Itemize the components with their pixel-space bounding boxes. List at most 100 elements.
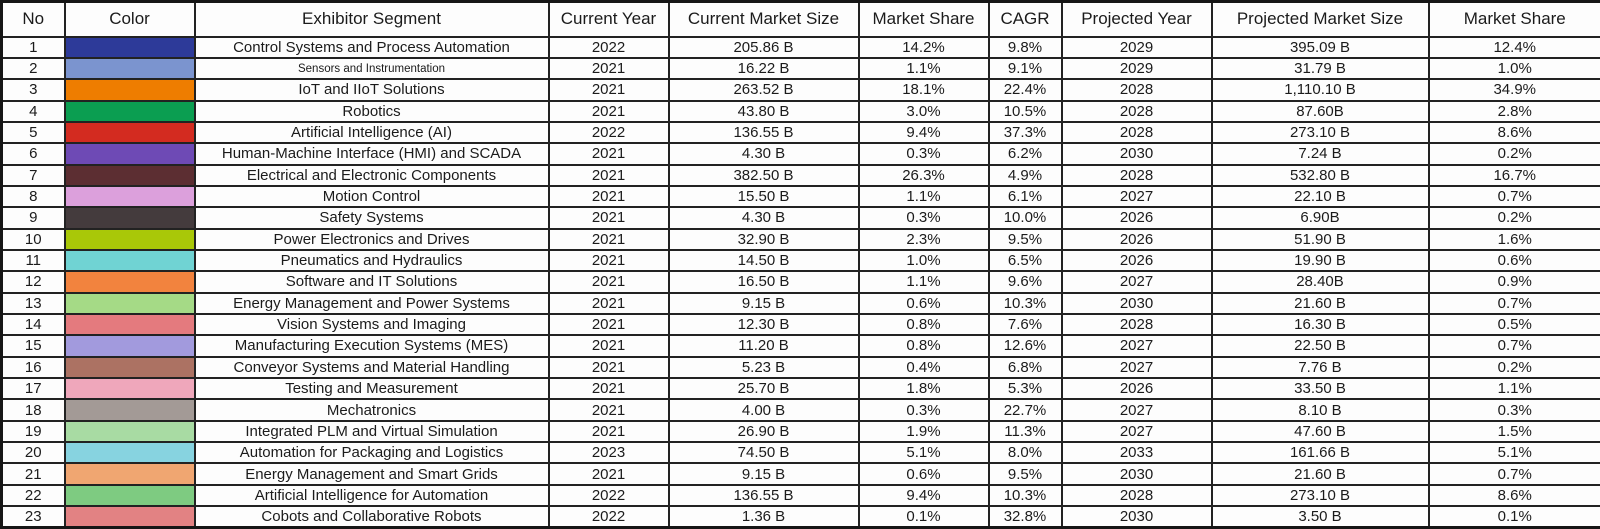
cell-market-share: 2.3% bbox=[857, 227, 990, 251]
cell-cagr: 8.0% bbox=[987, 441, 1063, 465]
column-header-exhibitor-segment: Exhibitor Segment bbox=[193, 0, 550, 38]
cell-exhibitor-segment: Control Systems and Process Automation bbox=[193, 35, 550, 59]
cell-projected-year: 2026 bbox=[1060, 227, 1213, 251]
cell-no: 21 bbox=[0, 462, 66, 486]
cell-no: 4 bbox=[0, 99, 66, 123]
cell-cagr: 7.6% bbox=[987, 312, 1063, 337]
cell-projected-market-size: 161.66 B bbox=[1210, 441, 1430, 465]
cell-no: 19 bbox=[0, 419, 66, 444]
cell-current-year: 2021 bbox=[547, 291, 670, 315]
cell-current-market-size: 136.55 B bbox=[667, 120, 860, 145]
cell-projected-market-size: 273.10 B bbox=[1210, 120, 1430, 145]
cell-exhibitor-segment: Artificial Intelligence (AI) bbox=[193, 120, 550, 145]
cell-current-year: 2021 bbox=[547, 99, 670, 123]
cell-current-year: 2022 bbox=[547, 35, 670, 59]
cell-projected-year: 2029 bbox=[1060, 56, 1213, 81]
table-row: 12 Software and IT Solutions 2021 16.50 B 1.… bbox=[0, 270, 1600, 294]
cell-market-share: 0.3% bbox=[857, 206, 990, 230]
cell-projected-market-size: 22.50 B bbox=[1210, 334, 1430, 358]
cell-projected-market-share: 1.0% bbox=[1427, 56, 1600, 81]
cell-market-share: 0.8% bbox=[857, 334, 990, 358]
table-row: 21 Energy Management and Smart Grids 2021 9… bbox=[0, 462, 1600, 486]
cell-market-share: 0.6% bbox=[857, 291, 990, 315]
color-swatch bbox=[63, 483, 196, 508]
cell-projected-market-share: 0.1% bbox=[1427, 505, 1600, 529]
cell-projected-market-size: 16.30 B bbox=[1210, 312, 1430, 337]
cell-cagr: 11.3% bbox=[987, 419, 1063, 444]
cell-current-market-size: 136.55 B bbox=[667, 483, 860, 508]
cell-no: 18 bbox=[0, 398, 66, 422]
cell-projected-market-share: 0.7% bbox=[1427, 334, 1600, 358]
cell-projected-year: 2028 bbox=[1060, 483, 1213, 508]
column-header-current-market-size: Current Market Size bbox=[667, 0, 860, 38]
cell-current-market-size: 32.90 B bbox=[667, 227, 860, 251]
cell-projected-year: 2027 bbox=[1060, 184, 1213, 209]
cell-exhibitor-segment: Power Electronics and Drives bbox=[193, 227, 550, 251]
cell-exhibitor-segment: Conveyor Systems and Material Handling bbox=[193, 355, 550, 380]
cell-no: 20 bbox=[0, 441, 66, 465]
cell-projected-market-size: 87.60B bbox=[1210, 99, 1430, 123]
color-swatch bbox=[63, 35, 196, 59]
cell-projected-market-size: 3.50 B bbox=[1210, 505, 1430, 529]
cell-cagr: 22.4% bbox=[987, 78, 1063, 102]
cell-projected-year: 2027 bbox=[1060, 398, 1213, 422]
cell-market-share: 5.1% bbox=[857, 441, 990, 465]
cell-current-market-size: 9.15 B bbox=[667, 462, 860, 486]
cell-current-year: 2021 bbox=[547, 355, 670, 380]
cell-projected-market-share: 8.6% bbox=[1427, 483, 1600, 508]
cell-market-share: 1.8% bbox=[857, 376, 990, 401]
cell-current-market-size: 16.22 B bbox=[667, 56, 860, 81]
cell-projected-year: 2028 bbox=[1060, 312, 1213, 337]
color-swatch bbox=[63, 227, 196, 251]
cell-current-year: 2022 bbox=[547, 120, 670, 145]
cell-current-year: 2021 bbox=[547, 142, 670, 166]
table-row: 13 Energy Management and Power Systems 202… bbox=[0, 291, 1600, 315]
cell-projected-market-share: 34.9% bbox=[1427, 78, 1600, 102]
cell-exhibitor-segment: Electrical and Electronic Components bbox=[193, 163, 550, 187]
cell-current-market-size: 205.86 B bbox=[667, 35, 860, 59]
cell-projected-market-size: 51.90 B bbox=[1210, 227, 1430, 251]
cell-projected-year: 2030 bbox=[1060, 462, 1213, 486]
cell-projected-market-size: 1,110.10 B bbox=[1210, 78, 1430, 102]
cell-cagr: 9.5% bbox=[987, 227, 1063, 251]
cell-no: 16 bbox=[0, 355, 66, 380]
table-row: 18 Mechatronics 2021 4.00 B 0.3% 22.7% 2027 8.1… bbox=[0, 398, 1600, 422]
cell-projected-market-size: 31.79 B bbox=[1210, 56, 1430, 81]
cell-exhibitor-segment: Motion Control bbox=[193, 184, 550, 209]
cell-exhibitor-segment: Sensors and Instrumentation bbox=[193, 56, 550, 81]
table-body: 1 Control Systems and Process Automation 2… bbox=[0, 35, 1600, 529]
table-row: 4 Robotics 2021 43.80 B 3.0% 10.5% 2028 87.60B 2… bbox=[0, 99, 1600, 123]
table-row: 16 Conveyor Systems and Material Handling… bbox=[0, 355, 1600, 380]
cell-exhibitor-segment: Artificial Intelligence for Automation bbox=[193, 483, 550, 508]
color-swatch bbox=[63, 355, 196, 380]
cell-no: 17 bbox=[0, 376, 66, 401]
cell-projected-market-size: 47.60 B bbox=[1210, 419, 1430, 444]
cell-current-market-size: 16.50 B bbox=[667, 270, 860, 294]
cell-current-market-size: 14.50 B bbox=[667, 248, 860, 273]
cell-projected-market-share: 0.6% bbox=[1427, 248, 1600, 273]
cell-projected-year: 2030 bbox=[1060, 505, 1213, 529]
cell-projected-market-share: 1.5% bbox=[1427, 419, 1600, 444]
cell-current-year: 2021 bbox=[547, 398, 670, 422]
cell-cagr: 6.1% bbox=[987, 184, 1063, 209]
column-header-market-share: Market Share bbox=[857, 0, 990, 38]
cell-current-market-size: 74.50 B bbox=[667, 441, 860, 465]
cell-projected-market-share: 0.7% bbox=[1427, 291, 1600, 315]
cell-cagr: 5.3% bbox=[987, 376, 1063, 401]
cell-projected-year: 2030 bbox=[1060, 291, 1213, 315]
cell-projected-year: 2028 bbox=[1060, 78, 1213, 102]
cell-no: 2 bbox=[0, 56, 66, 81]
cell-projected-year: 2028 bbox=[1060, 120, 1213, 145]
cell-current-year: 2021 bbox=[547, 270, 670, 294]
cell-projected-market-share: 0.2% bbox=[1427, 206, 1600, 230]
cell-exhibitor-segment: Manufacturing Execution Systems (MES) bbox=[193, 334, 550, 358]
cell-current-year: 2022 bbox=[547, 505, 670, 529]
cell-market-share: 0.8% bbox=[857, 312, 990, 337]
table-row: 9 Safety Systems 2021 4.30 B 0.3% 10.0% 2026 6.… bbox=[0, 206, 1600, 230]
cell-no: 1 bbox=[0, 35, 66, 59]
cell-projected-year: 2033 bbox=[1060, 441, 1213, 465]
cell-market-share: 1.1% bbox=[857, 270, 990, 294]
color-swatch bbox=[63, 78, 196, 102]
cell-no: 3 bbox=[0, 78, 66, 102]
cell-projected-year: 2028 bbox=[1060, 163, 1213, 187]
